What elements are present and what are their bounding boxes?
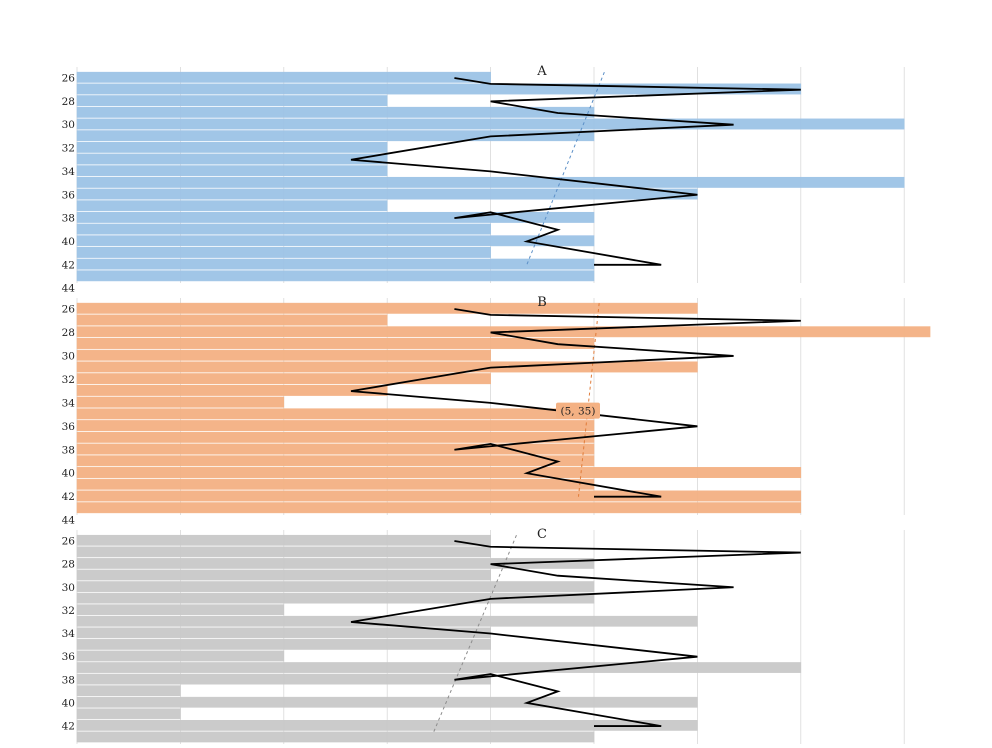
y-tick-label: 36 [62,651,76,663]
y-tick-label: 30 [62,350,75,362]
bar [77,686,180,696]
bar [77,420,594,430]
y-tick-label: 32 [62,143,75,155]
y-tick-label: 38 [62,444,75,456]
bar [77,84,801,94]
bar [77,166,387,176]
y-tick-label: 36 [62,189,76,201]
bar [77,142,387,152]
bar [77,674,491,684]
bar [77,177,904,187]
bar [77,697,697,707]
bar [77,503,801,513]
y-tick-label: 44 [62,515,76,527]
panel-a: 26 28 30 32 34 36 38 40 42 44 A [62,64,905,295]
bar [77,119,904,129]
bar [77,72,491,82]
y-tick-label: 32 [62,605,75,617]
bar [77,409,594,419]
y-tick-label: 30 [62,119,75,131]
bar [77,362,697,372]
y-tick-label: 44 [62,283,76,295]
bar [77,662,801,672]
y-tick-label: 26 [62,73,76,85]
panel-title: A [536,64,547,79]
bar [77,271,594,281]
bar [77,651,284,661]
bar [77,547,491,557]
y-tick-label: 34 [62,397,76,409]
y-tick-label: 28 [62,327,75,339]
bar [77,107,594,117]
bar [77,315,387,325]
bar [77,236,594,246]
bar [77,303,697,313]
y-tick-label: 42 [62,721,75,733]
bar [77,212,594,222]
y-tick-label: 42 [62,259,75,271]
y-tick-label: 42 [62,491,75,503]
y-tick-label: 26 [62,536,76,548]
bar [77,581,594,591]
bar [77,350,491,360]
y-tick-label: 36 [62,421,76,433]
y-tick-label: 28 [62,559,75,571]
y-tick-label: 28 [62,96,75,108]
y-tick-label: 38 [62,213,75,225]
bar [77,467,801,477]
panel-title: B [537,295,547,310]
y-tick-label: 40 [62,236,75,248]
y-tick-label: 34 [62,628,76,640]
bar [77,479,594,489]
bar [77,570,491,580]
y-tick-label: 38 [62,674,75,686]
y-tick-label: 40 [62,697,75,709]
bar [77,535,491,545]
bar [77,154,387,164]
bar [77,201,387,211]
y-tick-label: 32 [62,374,75,386]
panel-b: 26 28 30 32 34 36 38 40 42 44 B (5, 35) [62,295,930,527]
y-tick-label: 40 [62,468,75,480]
panel-title: C [537,527,547,542]
bar [77,444,594,454]
bar [77,397,284,407]
bar [77,639,491,649]
panel-c: 26283032343638404244C [62,527,905,744]
bar [77,189,697,199]
bar [77,456,594,466]
bar [77,432,594,442]
bar [77,96,387,106]
bar [77,224,491,234]
y-tick-label: 34 [62,166,76,178]
bar [77,491,801,501]
y-tick-label: 26 [62,304,76,316]
bar [77,385,387,395]
bar [77,338,594,348]
annotation-label: (5, 35) [561,406,596,418]
bar [77,709,180,719]
bar [77,732,594,742]
bar [77,259,594,269]
bar [77,247,491,257]
bar [77,605,284,615]
y-tick-label: 30 [62,582,75,594]
